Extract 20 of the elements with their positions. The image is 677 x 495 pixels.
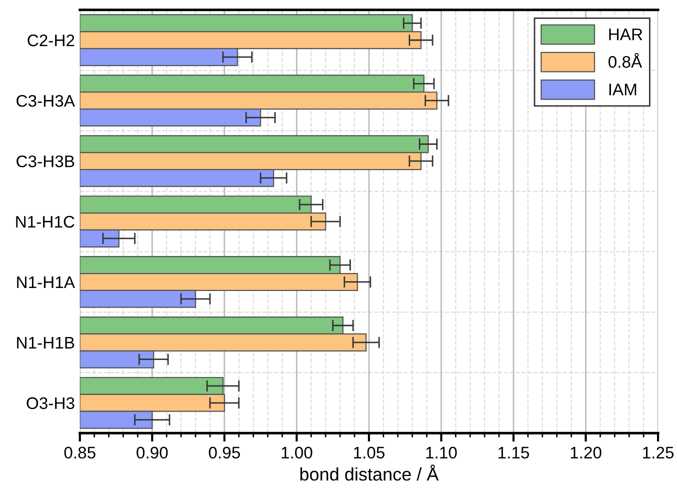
- legend-label: HAR: [609, 28, 642, 40]
- x-tick-label: 1.00: [282, 446, 312, 459]
- x-tick-label: 1.20: [570, 446, 602, 459]
- y-tick-label: C3-H3A: [16, 94, 75, 107]
- x-tick-label: 1.10: [426, 446, 457, 459]
- x-tick-label: 0.95: [208, 446, 240, 459]
- x-tick-label: 1.15: [498, 446, 530, 459]
- y-tick-label: N1-H1B: [17, 337, 74, 348]
- legend-label: 0.8Å: [608, 53, 642, 68]
- x-tick-label: 0.90: [136, 446, 168, 459]
- x-tick-label: 0.85: [64, 446, 96, 459]
- legend-label: IAM: [609, 84, 636, 96]
- x-tick-label: 1.25: [643, 446, 674, 459]
- y-tick-label: O3-H3: [26, 397, 74, 410]
- x-tick-label: 1.05: [354, 446, 384, 459]
- y-tick-label: N1-H1C: [16, 216, 74, 228]
- y-tick-label: N1-H1A: [17, 276, 75, 288]
- x-axis-title: bond distance / Å: [300, 464, 439, 481]
- y-tick-label: C2-H2: [28, 34, 74, 46]
- y-tick-label: C3-H3B: [16, 155, 74, 168]
